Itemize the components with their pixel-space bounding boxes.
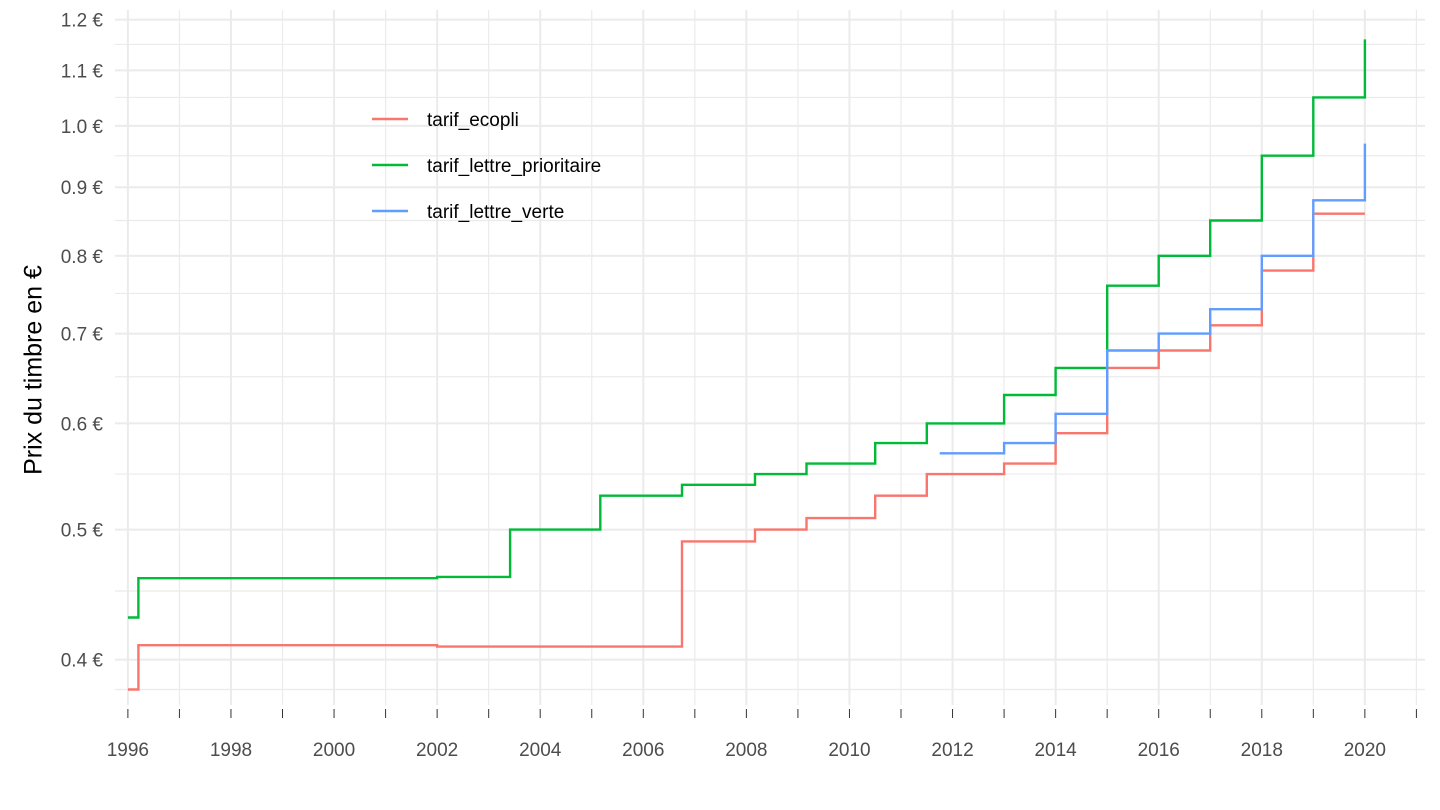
x-axis-ticks: 1996 1998 2000 2002 2004 2006 2008 2010 2012 2014… xyxy=(107,709,1417,761)
legend: tarif_ecopli tarif_lettre_prioritairetari… xyxy=(372,110,601,223)
y-tick-label: 0.4 € xyxy=(61,651,104,672)
y-tick-label: 0.9 € xyxy=(61,178,104,199)
x-tick-label: 2006 xyxy=(622,740,664,761)
y-tick-label: 0.5 € xyxy=(61,521,104,542)
x-tick-label: 2014 xyxy=(1034,740,1077,761)
x-tick-label: 2004 xyxy=(519,740,562,761)
x-tick-label: 2016 xyxy=(1138,740,1180,761)
y-tick-label: 0.6 € xyxy=(61,414,104,435)
legend-label-tarif_lettre_prioritaire: tarif_lettre_prioritaire xyxy=(427,156,601,177)
x-tick-label: 2000 xyxy=(313,740,355,761)
series-line-tarif_lettre_prioritaire xyxy=(127,39,1367,619)
major-gridlines xyxy=(115,10,1425,705)
minor-gridlines xyxy=(115,10,1425,705)
x-tick-label: 1996 xyxy=(107,740,149,761)
y-tick-label: 1.2 € xyxy=(61,11,104,32)
legend-label-tarif_ecopli: tarif_ecopli xyxy=(427,110,519,131)
x-tick-label: 1998 xyxy=(210,740,252,761)
series-line-tarif_ecopli xyxy=(127,212,1365,691)
y-axis-label: Prix du timbre en € xyxy=(19,265,48,475)
y-tick-label: 0.7 € xyxy=(61,325,104,346)
series-line-tarif_lettre_verte xyxy=(939,143,1367,455)
y-axis-ticks: 0.4 € 0.5 € 0.6 € 0.7 € 0.8 € 0.9 € 1.0 € 1.1 €… xyxy=(61,11,104,672)
x-tick-label: 2002 xyxy=(416,740,458,761)
x-tick-label: 2020 xyxy=(1344,740,1386,761)
y-tick-label: 1.0 € xyxy=(61,117,104,138)
series-lines xyxy=(127,39,1367,691)
y-tick-label: 1.1 € xyxy=(61,61,104,82)
y-tick-label: 0.8 € xyxy=(61,247,104,268)
x-tick-label: 2018 xyxy=(1241,740,1283,761)
x-tick-label: 2012 xyxy=(931,740,973,761)
x-tick-label: 2008 xyxy=(725,740,767,761)
legend-label-tarif_lettre_verte: tarif_lettre_verte xyxy=(427,202,564,223)
x-tick-label: 2010 xyxy=(828,740,870,761)
